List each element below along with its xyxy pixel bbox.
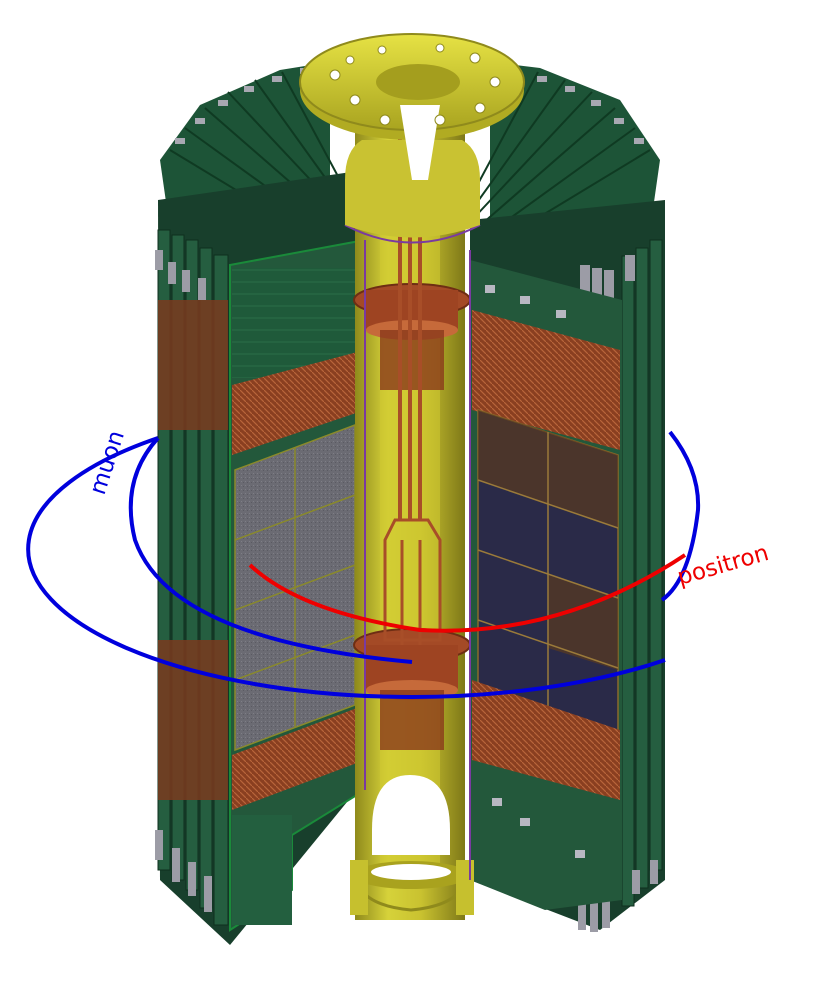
positron-track (248, 553, 687, 633)
top-flange (299, 33, 525, 238)
right-front-panel (470, 260, 622, 910)
left-front-panel (229, 238, 366, 932)
support-frame (344, 224, 481, 880)
muon-track (26, 430, 701, 699)
positron-label: positron (674, 540, 771, 591)
muon-label: muon (85, 427, 130, 497)
